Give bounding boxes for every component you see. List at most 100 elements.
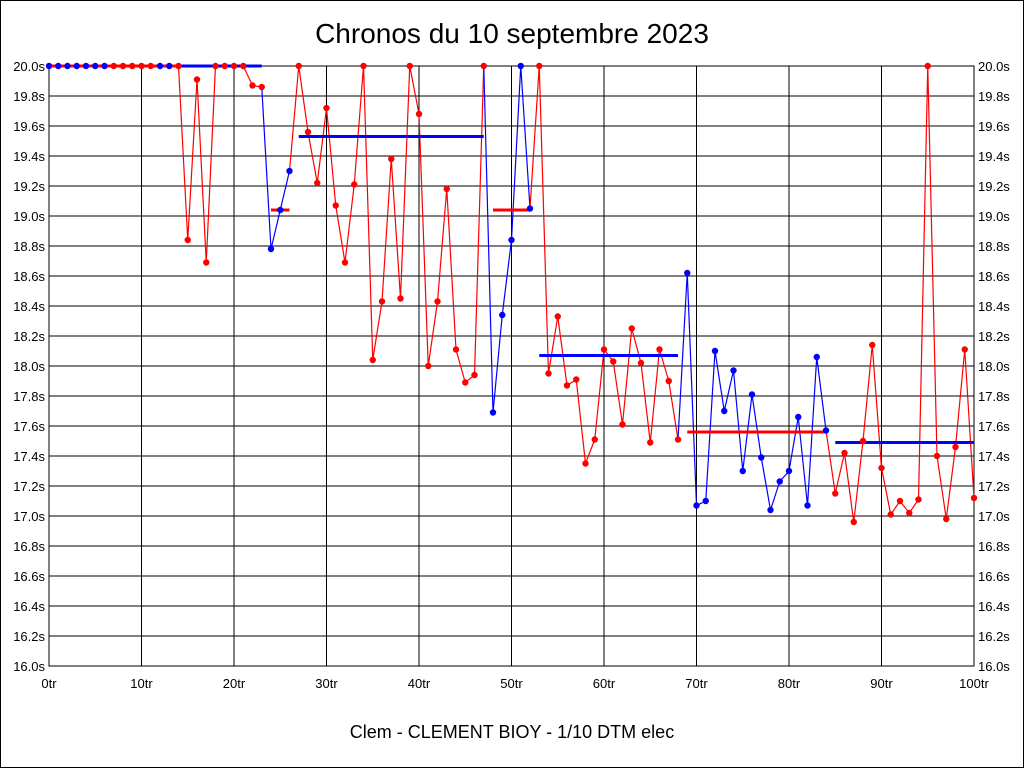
x-tick-label: 30tr — [315, 676, 338, 691]
y-tick-label-right: 17.2s — [978, 479, 1010, 494]
data-point — [906, 509, 913, 517]
x-axis-label: Clem - CLEMENT BIOY - 1/10 DTM elec — [349, 722, 675, 742]
data-point — [684, 269, 691, 277]
data-point — [425, 362, 432, 370]
series-line-3 — [169, 65, 262, 263]
data-point — [804, 502, 811, 509]
x-tick-label: 40tr — [408, 676, 431, 691]
data-point — [471, 371, 478, 379]
data-point — [758, 454, 765, 461]
data-point — [415, 110, 423, 118]
data-point — [397, 295, 404, 302]
data-point — [859, 437, 867, 445]
data-point — [610, 358, 617, 365]
data-point — [341, 259, 349, 266]
data-point — [767, 506, 774, 514]
data-point — [776, 478, 783, 485]
data-point — [73, 62, 80, 70]
data-point — [462, 379, 469, 386]
data-point — [628, 325, 635, 332]
y-tick-label-left: 17.8s — [13, 389, 45, 404]
chart-title: Chronos du 10 septembre 2023 — [315, 18, 709, 49]
data-point — [887, 511, 894, 518]
y-tick-label-right: 16.8s — [978, 539, 1010, 554]
y-tick-label-right: 17.4s — [978, 449, 1010, 464]
y-tick-label-left: 16.0s — [13, 659, 45, 674]
data-point — [193, 76, 201, 83]
y-tick-label-left: 19.8s — [13, 89, 45, 104]
data-point — [526, 205, 534, 212]
y-tick-label-left: 17.0s — [13, 509, 45, 524]
data-point — [101, 62, 108, 70]
data-point — [249, 82, 256, 89]
y-tick-label-right: 19.4s — [978, 149, 1010, 164]
y-tick-label-left: 17.4s — [13, 449, 45, 464]
y-tick-label-left: 16.2s — [13, 629, 45, 644]
y-tick-label-right: 20.0s — [978, 59, 1010, 74]
data-point — [850, 518, 857, 526]
y-tick-label-right: 16.6s — [978, 569, 1010, 584]
data-point — [258, 83, 265, 91]
data-point — [961, 346, 968, 353]
data-point — [822, 427, 830, 434]
data-point — [240, 62, 247, 70]
data-point — [277, 206, 284, 214]
y-tick-label-left: 18.2s — [13, 329, 45, 344]
data-point — [795, 413, 802, 421]
data-point — [369, 356, 376, 364]
data-point — [517, 62, 524, 70]
y-tick-label-right: 18.4s — [978, 299, 1010, 314]
y-tick-label-right: 19.8s — [978, 89, 1010, 104]
data-point — [388, 155, 395, 163]
x-tick-label: 90tr — [870, 676, 893, 691]
data-point — [304, 128, 312, 136]
data-point — [119, 62, 127, 70]
x-tick-label: 10tr — [130, 676, 153, 691]
data-point — [702, 497, 709, 505]
y-tick-label-left: 18.6s — [13, 269, 45, 284]
data-point — [943, 515, 950, 523]
data-point — [832, 490, 839, 497]
data-point — [656, 346, 663, 353]
data-point — [184, 236, 191, 244]
x-tick-label: 70tr — [685, 676, 708, 691]
data-point — [480, 62, 487, 70]
y-tick-label-right: 18.8s — [978, 239, 1010, 254]
data-point — [600, 346, 608, 353]
y-tick-label-left: 16.8s — [13, 539, 45, 554]
data-point — [452, 346, 460, 353]
data-point — [813, 353, 820, 361]
data-point — [637, 359, 645, 367]
data-point — [295, 62, 302, 70]
series-line-5 — [288, 65, 485, 384]
series-line-4 — [261, 86, 291, 250]
y-tick-label-left: 19.6s — [13, 119, 45, 134]
y-tick-label-left: 18.8s — [13, 239, 45, 254]
data-point — [129, 62, 136, 70]
data-point — [508, 236, 515, 244]
data-point — [591, 436, 598, 443]
data-point — [212, 62, 219, 70]
plot-border — [48, 65, 975, 667]
series-line-9 — [825, 65, 975, 523]
data-point — [785, 467, 793, 475]
data-point — [221, 62, 228, 70]
data-point — [841, 449, 848, 457]
data-point — [721, 407, 728, 415]
data-point — [378, 298, 386, 305]
y-tick-label-right: 16.2s — [978, 629, 1010, 644]
y-tick-label-left: 19.0s — [13, 209, 45, 224]
data-point — [554, 313, 561, 320]
data-point — [138, 62, 145, 70]
y-tick-label-left: 17.2s — [13, 479, 45, 494]
y-tick-label-left: 16.6s — [13, 569, 45, 584]
data-point — [545, 370, 552, 377]
data-point — [748, 391, 756, 398]
data-point — [286, 167, 293, 175]
data-point — [175, 62, 182, 70]
y-tick-label-right: 16.4s — [978, 599, 1010, 614]
data-point — [314, 179, 321, 187]
data-point — [665, 377, 672, 385]
data-point — [323, 104, 330, 112]
